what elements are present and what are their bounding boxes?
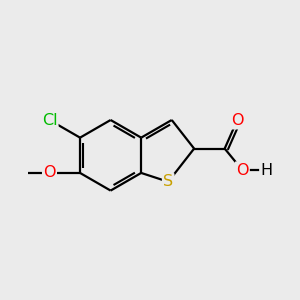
Text: Cl: Cl [42,112,57,128]
Text: S: S [163,174,173,189]
Text: H: H [260,163,272,178]
Text: O: O [231,113,243,128]
Text: O: O [236,163,249,178]
Text: O: O [43,165,56,180]
